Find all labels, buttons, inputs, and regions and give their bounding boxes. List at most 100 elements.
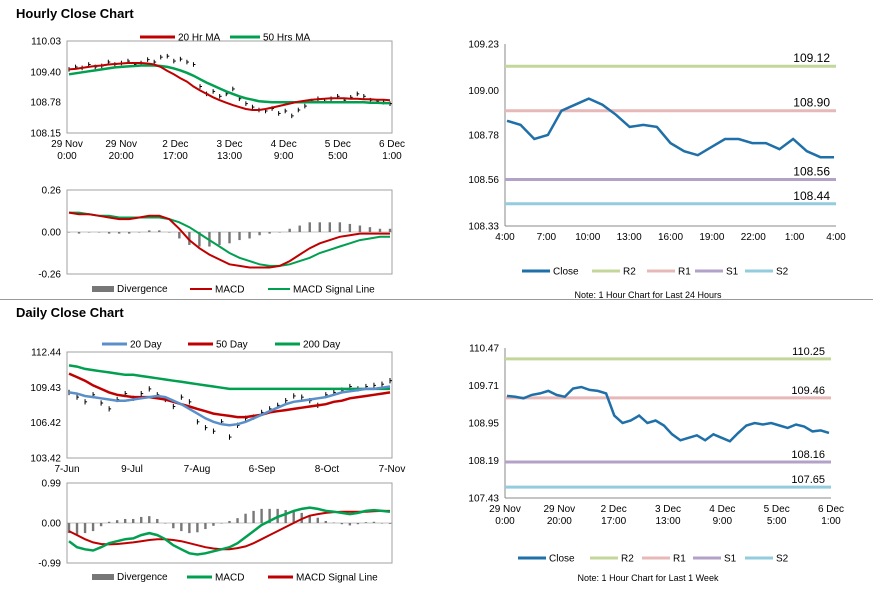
daily-divergence-bar	[380, 523, 384, 524]
hourly-divergence-bar	[348, 223, 352, 232]
daily-signal-line	[68, 509, 390, 551]
hourly-divergence-bar	[168, 232, 171, 233]
hourly-levels-x-tick: 19:00	[699, 232, 724, 243]
hourly-divergence-bar	[188, 232, 191, 245]
daily-levels-x-tick: 9:00	[713, 516, 733, 527]
hourly-price-x-tick: 13:00	[217, 151, 242, 162]
daily-divergence-bar	[292, 510, 295, 523]
hourly-levels-y-tick: 109.00	[468, 86, 499, 97]
hourly-divergence-bar	[87, 232, 91, 233]
daily-divergence-bar	[388, 523, 392, 524]
hourly-divergence-bar	[378, 228, 382, 232]
daily-section-title: Daily Close Chart	[16, 305, 124, 320]
daily-divergence-bar	[180, 523, 183, 532]
hourly-levels-y-tick: 108.56	[468, 175, 499, 186]
hourly-levels-note: Note: 1 Hour Chart for Last 24 Hours	[574, 290, 722, 300]
hourly-divergence-bar	[158, 230, 161, 232]
hourly-price-x-tick: 1:00	[382, 151, 402, 162]
hourly-price-x-tick: 3 Dec	[216, 139, 242, 150]
hourly-price-x-tick: 9:00	[274, 151, 294, 162]
hourly-price-x-tick: 17:00	[163, 151, 188, 162]
daily-levels-note: Note: 1 Hour Chart for Last 1 Week	[578, 573, 719, 583]
hourly-divergence-bar	[178, 232, 181, 239]
legend-20-day-label: 20 Day	[130, 340, 162, 351]
daily-divergence-bar	[364, 522, 368, 523]
daily-divergence-bar	[316, 517, 319, 523]
daily-price-x-tick: 9-Jul	[121, 464, 143, 475]
hourly-price-x-tick: 2 Dec	[162, 139, 188, 150]
daily-divergence-bar	[324, 520, 327, 523]
hourly-divergence-bar	[258, 232, 261, 236]
hourly-levels-x-tick: 22:00	[741, 232, 766, 243]
daily-divergence-bar	[372, 521, 376, 523]
daily-levels-x-tick: 6 Dec	[818, 504, 844, 515]
hourly-divergence-bar	[67, 232, 71, 233]
hourly-levels-x-tick: 7:00	[537, 232, 557, 243]
hourly-divergence-bar	[107, 232, 111, 234]
daily-50-day-line	[68, 372, 391, 419]
daily-divergence-bar	[244, 513, 247, 523]
daily-levels-x-tick: 20:00	[547, 516, 572, 527]
hourly-divergence-bar	[388, 228, 392, 232]
hourly-divergence-bar	[228, 232, 231, 244]
daily-close-line	[506, 385, 830, 443]
hourly-divergence-bar	[77, 232, 81, 234]
legend-daily-macd-signal-label: MACD Signal Line	[296, 573, 378, 584]
daily-divergence-bar	[228, 520, 231, 523]
hourly-levels-x-tick: 1:00	[785, 232, 805, 243]
hourly-macd-line	[68, 211, 390, 269]
daily-divergence-bar	[99, 523, 103, 527]
daily-price-plot	[66, 351, 393, 459]
legend-200-day-label: 200 Day	[303, 340, 340, 351]
daily-divergence-bar	[132, 518, 135, 523]
legend-daily-s1-label: S1	[724, 554, 737, 565]
hourly-divergence-bar	[138, 232, 141, 233]
daily-divergence-bar	[67, 523, 71, 534]
legend-divergence-swatch	[92, 286, 114, 292]
daily-levels-y-tick: 108.19	[468, 456, 499, 467]
daily-level-s2-label: 107.65	[791, 474, 825, 486]
legend-50-day-label: 50 Day	[216, 340, 248, 351]
daily-divergence-bar	[204, 523, 207, 530]
legend-s2-label: S2	[776, 267, 789, 278]
daily-price-y-tick: 106.42	[30, 418, 61, 429]
hourly-close-line	[506, 97, 834, 159]
hourly-section-title: Hourly Close Chart	[16, 6, 134, 21]
legend-daily-s2-label: S2	[776, 554, 789, 565]
hourly-divergence-bar	[218, 232, 221, 245]
hourly-price-x-tick: 0:00	[57, 151, 77, 162]
daily-price-y-tick: 103.42	[30, 454, 61, 465]
daily-200-day-line	[68, 364, 390, 391]
hourly-macd-y-tick: 0.26	[42, 186, 62, 197]
daily-price-x-tick: 7-Nov	[379, 464, 406, 475]
hourly-divergence-bar	[328, 222, 332, 232]
daily-macd-line	[68, 506, 391, 556]
daily-divergence-bar	[308, 514, 311, 523]
daily-divergence-bar	[284, 510, 287, 523]
hourly-price-x-tick: 5:00	[328, 151, 348, 162]
daily-macd-y-tick: 0.00	[42, 519, 62, 530]
daily-level-s1-label: 108.16	[791, 449, 825, 461]
hourly-price-x-tick: 6 Dec	[379, 139, 405, 150]
hourly-divergence-bar	[358, 225, 362, 232]
legend-s1-label: S1	[726, 267, 739, 278]
hourly-divergence-bar	[238, 232, 241, 241]
daily-divergence-bar	[115, 520, 119, 523]
legend-r1-label: R1	[678, 267, 691, 278]
hourly-levels-x-tick: 4:00	[826, 232, 846, 243]
daily-divergence-bar	[164, 523, 167, 524]
daily-divergence-bar	[340, 523, 344, 525]
daily-divergence-bar	[172, 523, 175, 529]
legend-r2-label: R2	[623, 267, 636, 278]
daily-levels-x-tick: 2 Dec	[601, 504, 627, 515]
hourly-divergence-bar	[248, 232, 251, 239]
daily-divergence-bar	[220, 523, 223, 524]
daily-price-y-tick: 109.43	[30, 383, 61, 394]
daily-price-x-tick: 6-Sep	[249, 464, 276, 475]
hourly-levels-x-tick: 4:00	[495, 232, 515, 243]
daily-divergence-bar	[212, 523, 215, 526]
daily-divergence-bar	[123, 518, 127, 523]
hourly-levels-y-tick: 108.33	[468, 222, 499, 233]
daily-levels-x-tick: 13:00	[655, 516, 680, 527]
hourly-levels-x-tick: 13:00	[617, 232, 642, 243]
